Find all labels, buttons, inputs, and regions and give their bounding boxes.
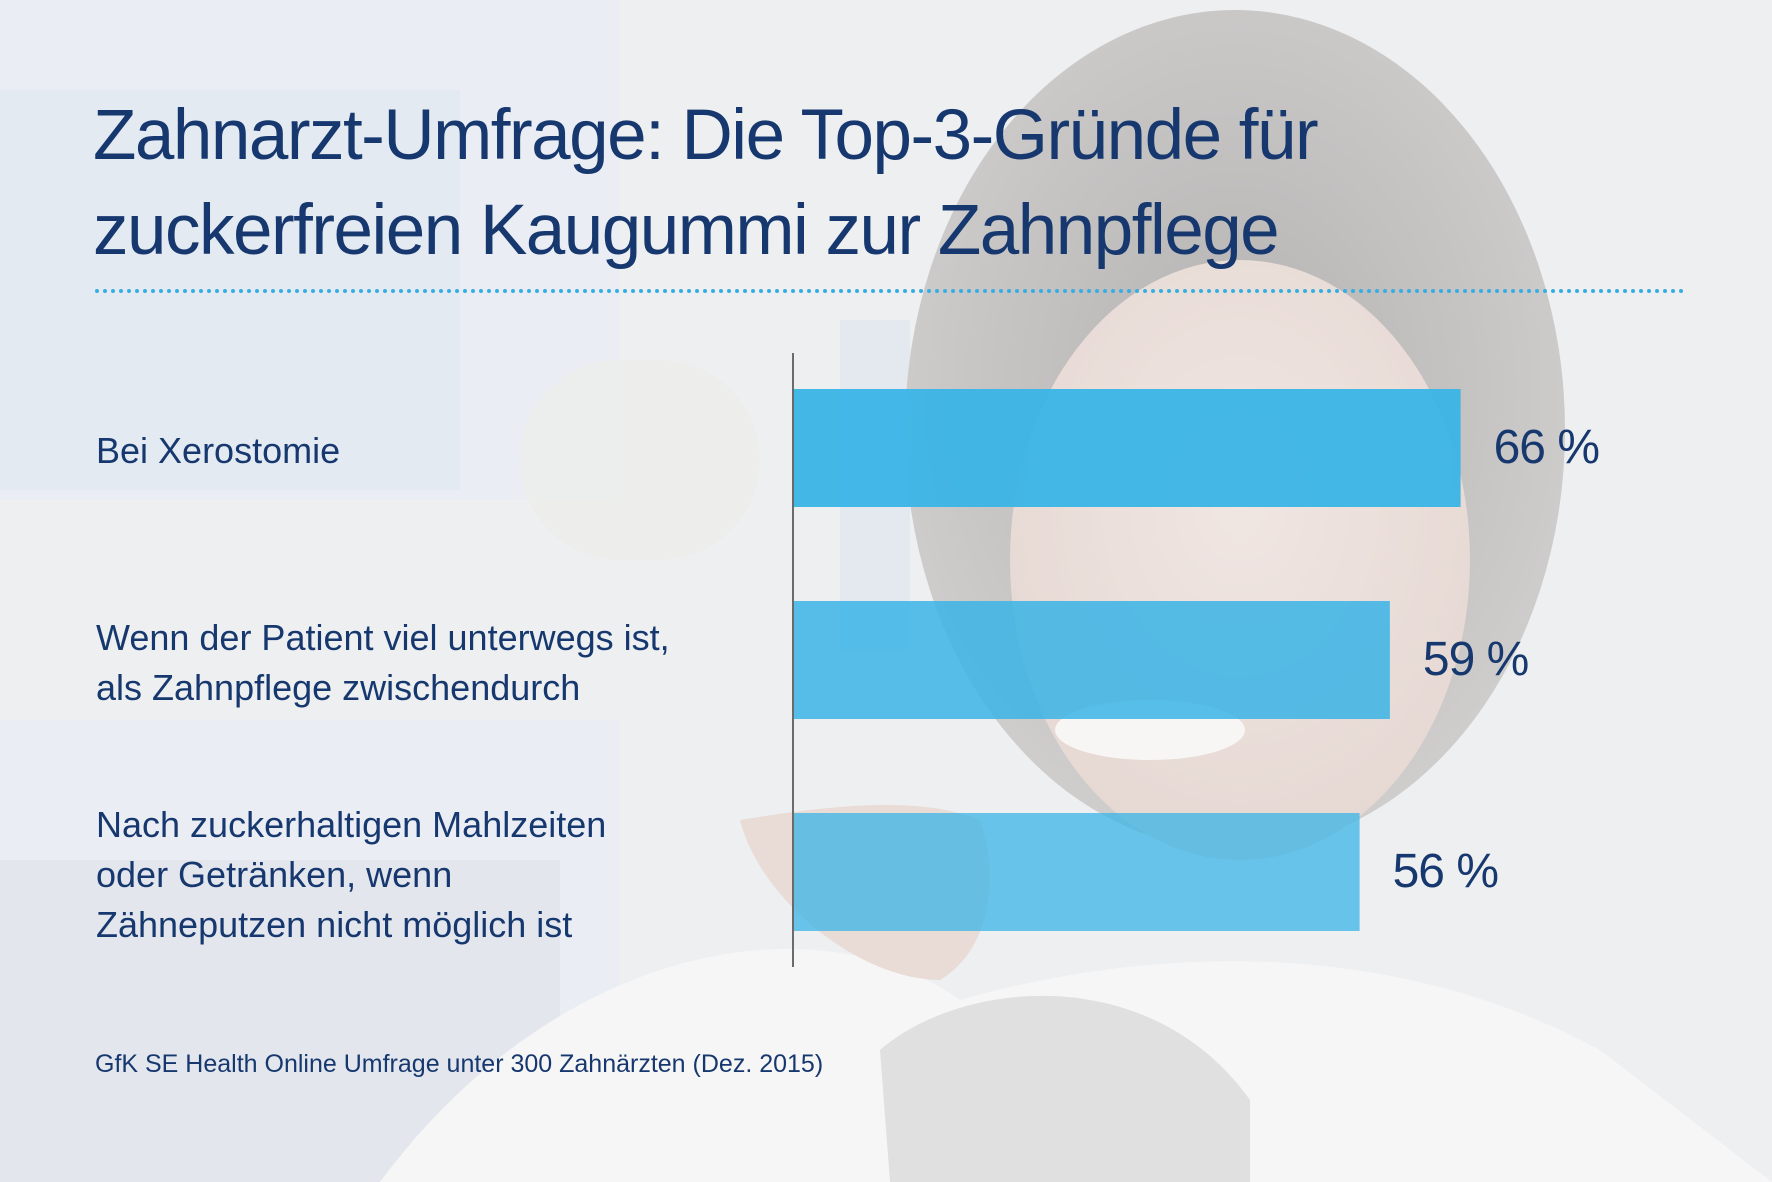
category-label-2-line-2: als Zahnpflege zwischendurch: [96, 667, 581, 708]
bar-1: [794, 389, 1461, 507]
dotted-divider: [95, 289, 1685, 293]
value-label-3: 56 %: [1392, 845, 1499, 898]
chart-title: Zahnarzt-Umfrage: Die Top-3-Gründe für z…: [93, 88, 1653, 278]
source-note: GfK SE Health Online Umfrage unter 300 Z…: [95, 1050, 824, 1078]
category-label-1-line-1: Bei Xerostomie: [96, 430, 341, 471]
value-label-2: 59 %: [1422, 633, 1529, 686]
title-line-1: Zahnarzt-Umfrage: Die Top-3-Gründe für: [93, 96, 1319, 175]
title-line-2: zuckerfreien Kaugummi zur Zahnpflege: [93, 191, 1280, 270]
category-label-2: Wenn der Patient viel unterwegs ist, als …: [96, 613, 670, 713]
category-label-3-line-1: Nach zuckerhaltigen Mahlzeiten: [96, 804, 607, 845]
category-label-3: Nach zuckerhaltigen Mahlzeiten oder Geträ…: [96, 800, 606, 950]
category-label-1: Bei Xerostomie: [96, 426, 340, 476]
category-label-3-line-3: Zähneputzen nicht möglich ist: [96, 904, 573, 945]
bar-3: [794, 813, 1360, 931]
category-label-2-line-1: Wenn der Patient viel unterwegs ist,: [96, 617, 670, 658]
category-label-3-line-2: oder Getränken, wenn: [96, 854, 453, 895]
value-label-1: 66 %: [1493, 421, 1600, 474]
bar-2: [794, 601, 1390, 719]
